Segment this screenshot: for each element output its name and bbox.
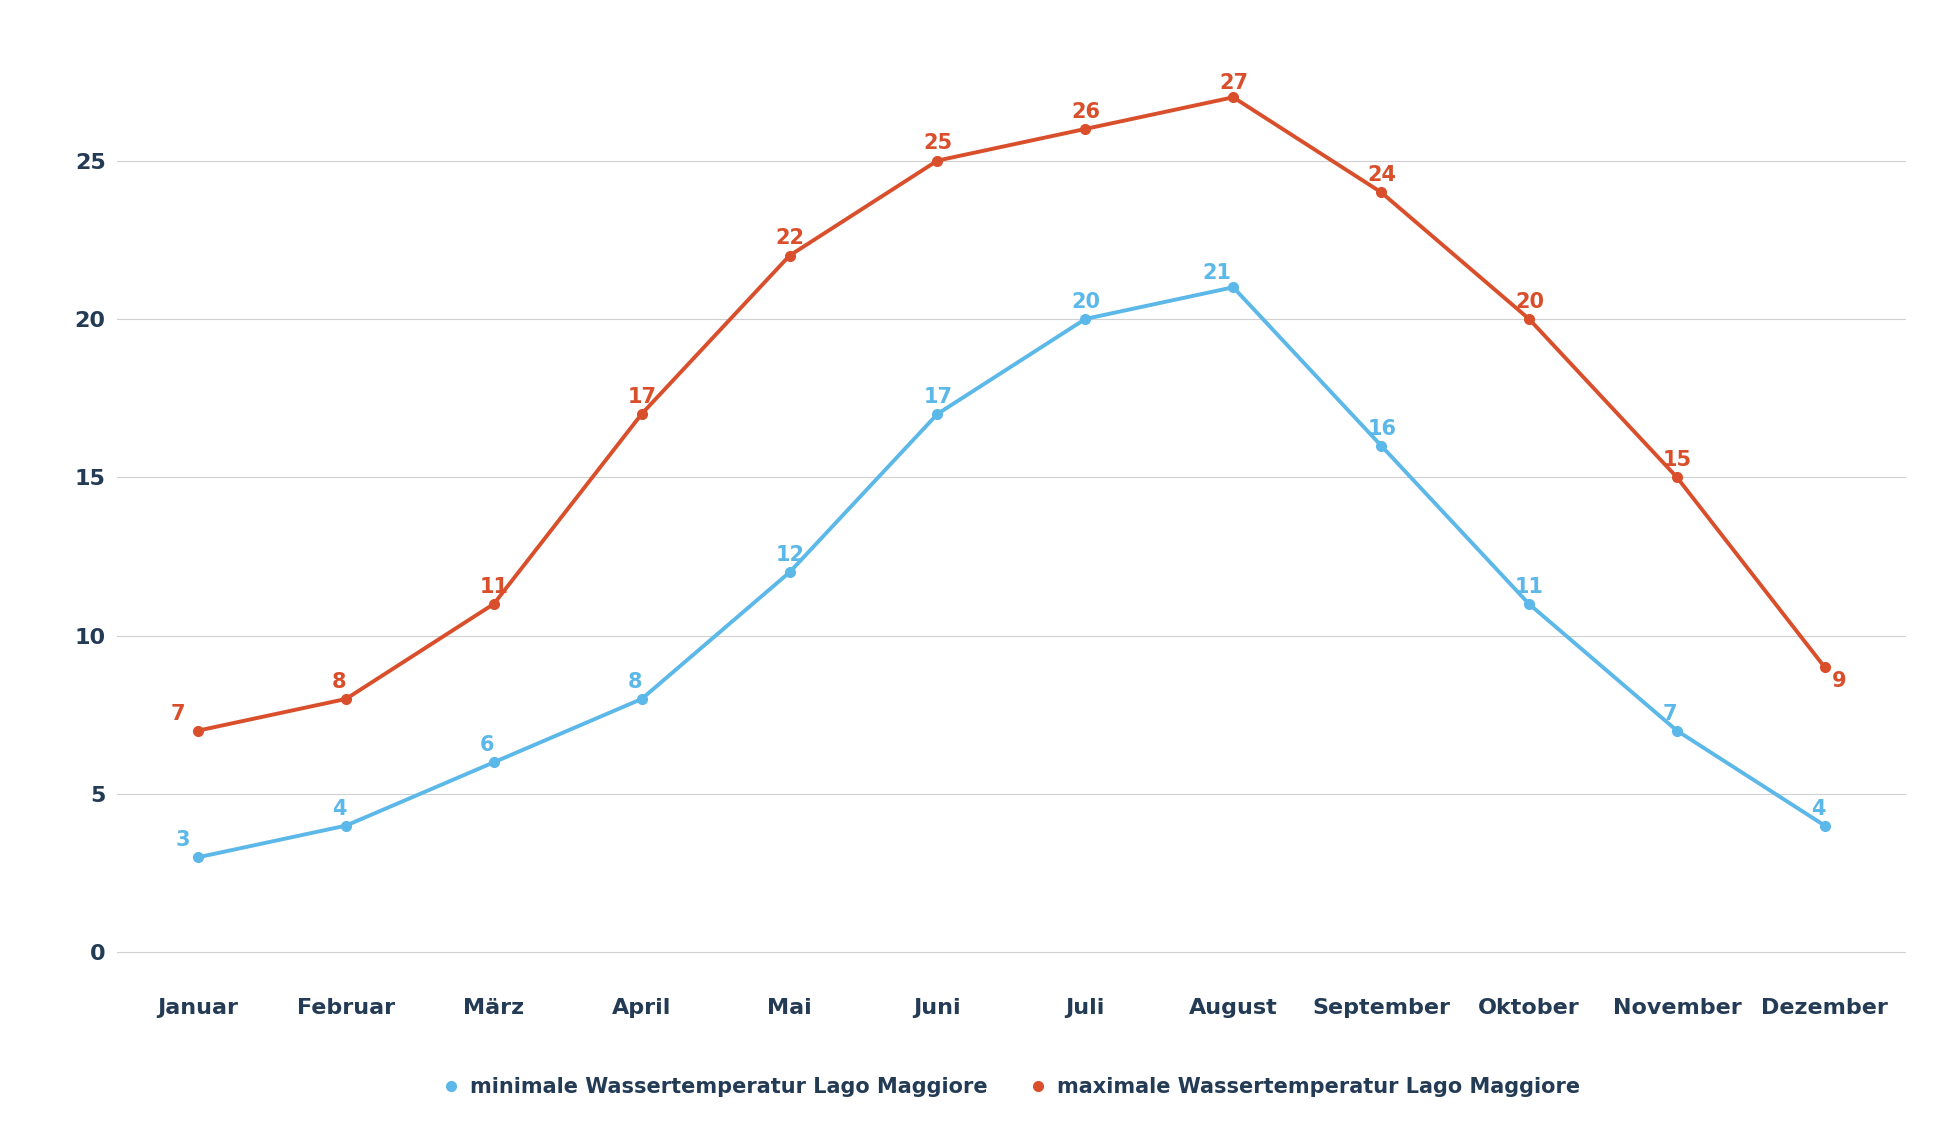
Text: 8: 8 — [333, 672, 346, 692]
Text: 4: 4 — [333, 798, 346, 819]
Text: 12: 12 — [776, 545, 805, 566]
Text: 24: 24 — [1367, 165, 1397, 185]
Text: 3: 3 — [175, 830, 191, 851]
Text: 21: 21 — [1202, 262, 1231, 283]
maximale Wassertemperatur Lago Maggiore — [1813, 661, 1836, 674]
maximale Wassertemperatur Lago Maggiore — [1665, 470, 1688, 484]
Text: 11: 11 — [1515, 577, 1544, 597]
maximale Wassertemperatur Lago Maggiore — [335, 692, 358, 706]
Legend: minimale Wassertemperatur Lago Maggiore, maximale Wassertemperatur Lago Maggiore: minimale Wassertemperatur Lago Maggiore,… — [443, 1077, 1579, 1097]
minimale Wassertemperatur Lago Maggiore — [1665, 724, 1688, 737]
minimale Wassertemperatur Lago Maggiore — [1369, 439, 1393, 452]
maximale Wassertemperatur Lago Maggiore — [630, 407, 654, 421]
maximale Wassertemperatur Lago Maggiore — [1074, 122, 1097, 136]
Text: 6: 6 — [480, 735, 494, 756]
Text: 9: 9 — [1832, 671, 1846, 691]
maximale Wassertemperatur Lago Maggiore — [482, 597, 506, 611]
Text: 11: 11 — [480, 577, 510, 597]
Text: 27: 27 — [1220, 72, 1249, 93]
Text: 4: 4 — [1811, 798, 1824, 819]
Text: 17: 17 — [924, 387, 953, 407]
Text: 16: 16 — [1367, 418, 1397, 439]
minimale Wassertemperatur Lago Maggiore — [335, 819, 358, 832]
minimale Wassertemperatur Lago Maggiore — [1221, 280, 1245, 294]
minimale Wassertemperatur Lago Maggiore — [1074, 312, 1097, 326]
minimale Wassertemperatur Lago Maggiore — [926, 407, 949, 421]
minimale Wassertemperatur Lago Maggiore — [1813, 819, 1836, 832]
Text: 7: 7 — [171, 703, 185, 724]
Text: 25: 25 — [924, 133, 953, 154]
Text: 20: 20 — [1072, 292, 1101, 312]
minimale Wassertemperatur Lago Maggiore — [1517, 597, 1540, 611]
Text: 7: 7 — [1663, 703, 1677, 724]
maximale Wassertemperatur Lago Maggiore — [778, 249, 801, 262]
minimale Wassertemperatur Lago Maggiore — [630, 692, 654, 706]
maximale Wassertemperatur Lago Maggiore — [1369, 185, 1393, 199]
Text: 8: 8 — [628, 672, 642, 692]
Text: 17: 17 — [628, 387, 657, 407]
minimale Wassertemperatur Lago Maggiore — [778, 566, 801, 579]
maximale Wassertemperatur Lago Maggiore — [1221, 90, 1245, 104]
maximale Wassertemperatur Lago Maggiore — [926, 154, 949, 167]
Text: 15: 15 — [1663, 450, 1692, 470]
Text: 26: 26 — [1072, 102, 1101, 122]
Text: 20: 20 — [1515, 292, 1544, 312]
maximale Wassertemperatur Lago Maggiore — [1517, 312, 1540, 326]
maximale Wassertemperatur Lago Maggiore — [187, 724, 210, 737]
Line: maximale Wassertemperatur Lago Maggiore: maximale Wassertemperatur Lago Maggiore — [193, 93, 1830, 735]
Text: 22: 22 — [776, 228, 805, 249]
minimale Wassertemperatur Lago Maggiore — [482, 756, 506, 769]
Line: minimale Wassertemperatur Lago Maggiore: minimale Wassertemperatur Lago Maggiore — [193, 283, 1830, 862]
minimale Wassertemperatur Lago Maggiore — [187, 851, 210, 864]
